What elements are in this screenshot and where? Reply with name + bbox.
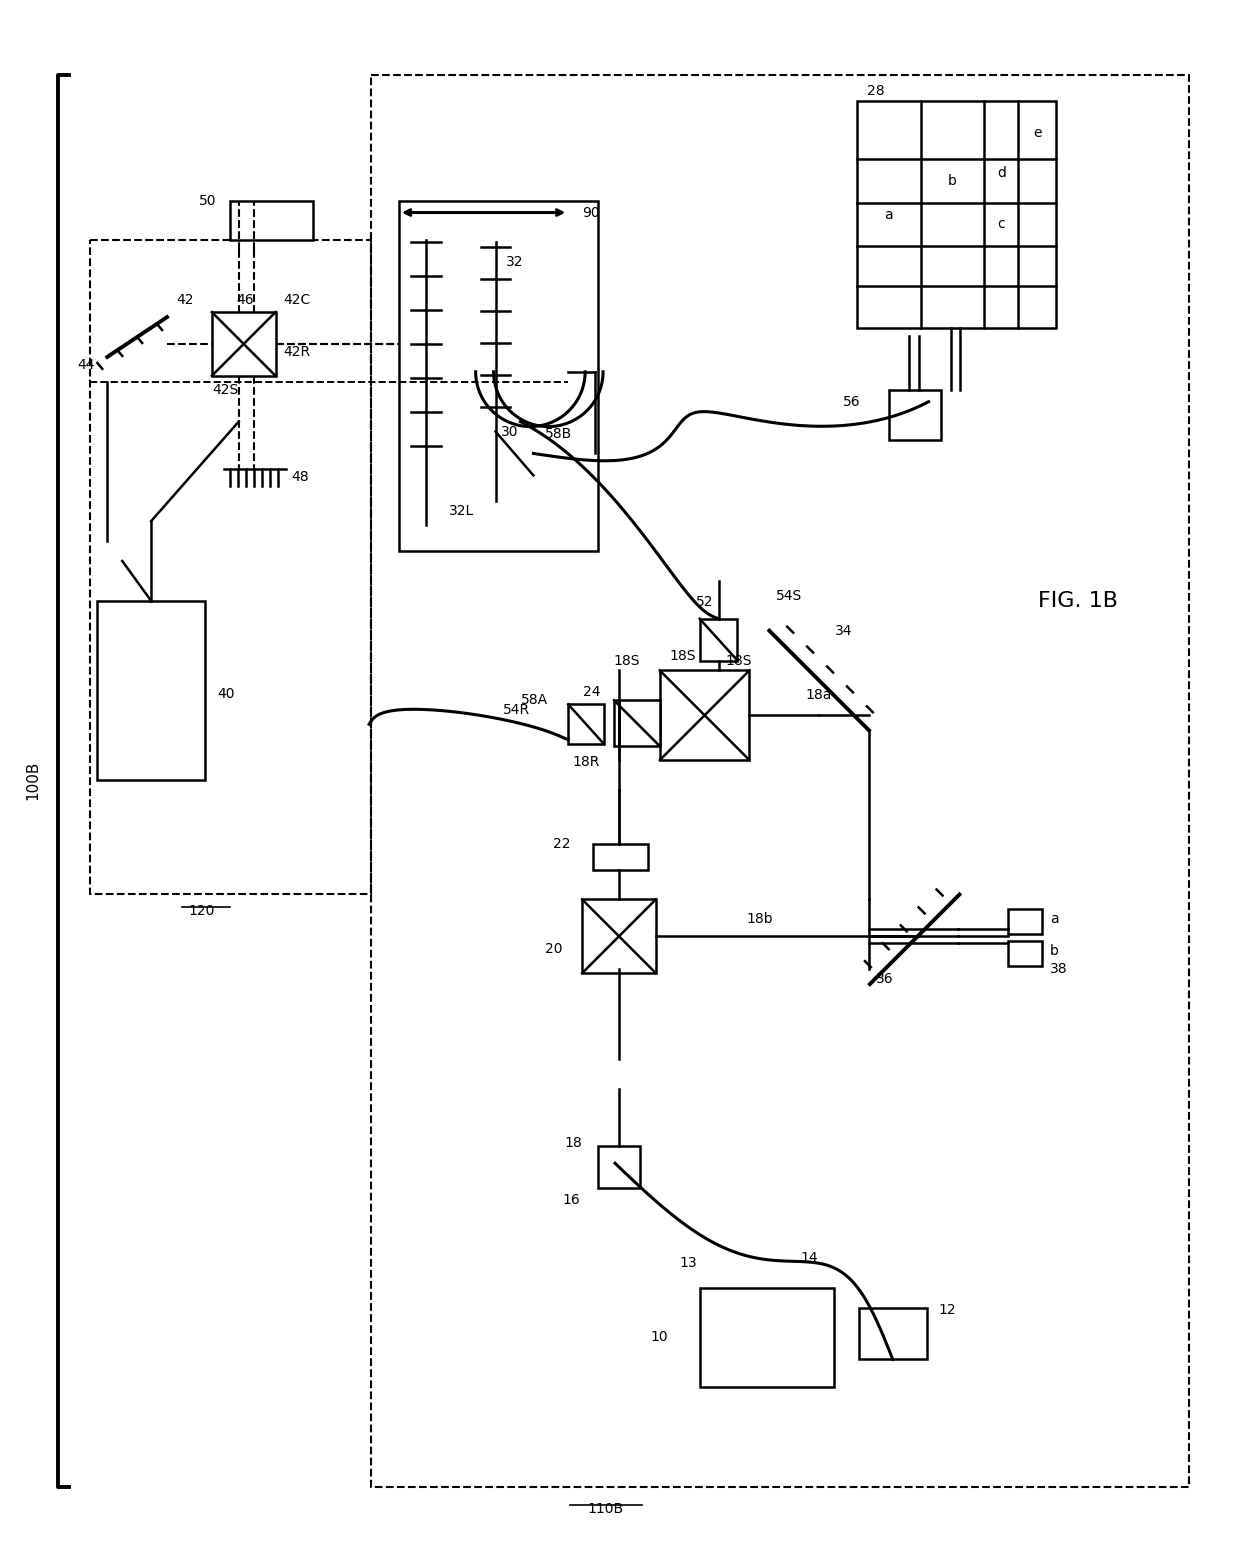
Text: e: e [1033, 126, 1042, 140]
Text: 14: 14 [800, 1251, 818, 1265]
Text: 18a: 18a [806, 689, 832, 703]
Bar [212, 312, 275, 375]
Text: 32L: 32L [449, 505, 474, 519]
Bar [889, 390, 941, 439]
Text: 30: 30 [501, 425, 518, 438]
Text: 58B: 58B [546, 427, 573, 441]
Text: 40: 40 [217, 687, 234, 701]
Bar [859, 1307, 926, 1360]
Text: a: a [1050, 913, 1059, 927]
Text: 50: 50 [200, 193, 217, 207]
Text: 13: 13 [680, 1256, 697, 1270]
Text: 18R: 18R [573, 756, 600, 770]
Text: 32: 32 [506, 256, 523, 270]
Text: 22: 22 [553, 837, 570, 851]
Text: FIG. 1B: FIG. 1B [1038, 590, 1118, 611]
Text: 42S: 42S [212, 383, 238, 397]
Bar [229, 201, 314, 240]
Text: 24: 24 [583, 686, 600, 700]
Text: 52: 52 [696, 595, 713, 609]
Bar [660, 670, 749, 760]
Text: 34: 34 [835, 623, 853, 637]
Bar [582, 899, 656, 974]
Text: 28: 28 [867, 84, 884, 98]
Text: 18S: 18S [725, 653, 751, 667]
Text: b: b [949, 173, 957, 187]
Text: 20: 20 [544, 943, 562, 957]
Text: 46: 46 [236, 293, 254, 307]
Text: 10: 10 [650, 1331, 668, 1345]
Text: 54S: 54S [776, 589, 802, 603]
Text: 42: 42 [176, 293, 193, 307]
Bar [1008, 941, 1042, 966]
Text: a: a [884, 207, 893, 221]
Bar [91, 240, 371, 894]
Text: b: b [1050, 944, 1059, 958]
Text: d: d [997, 165, 1006, 179]
Text: 42C: 42C [284, 293, 311, 307]
Text: 18b: 18b [746, 913, 773, 927]
Text: 18: 18 [564, 1136, 582, 1150]
Text: 18S: 18S [614, 653, 640, 667]
Bar [1008, 910, 1042, 935]
Bar [371, 75, 1189, 1486]
Text: 36: 36 [877, 972, 894, 986]
Bar [699, 1288, 835, 1387]
Bar [98, 601, 205, 781]
Bar [568, 704, 604, 745]
Text: 16: 16 [563, 1193, 580, 1207]
Text: 48: 48 [291, 471, 309, 485]
Text: 12: 12 [939, 1302, 956, 1317]
Text: 90: 90 [582, 206, 600, 220]
Text: 38: 38 [1050, 963, 1068, 977]
Text: 110B: 110B [587, 1502, 624, 1516]
Text: c: c [997, 218, 1006, 232]
Text: 58A: 58A [521, 693, 548, 707]
Bar [614, 701, 660, 746]
Text: 42R: 42R [284, 344, 311, 358]
Text: 54R: 54R [503, 703, 531, 717]
Text: 18S: 18S [670, 648, 697, 662]
Bar [593, 844, 647, 869]
Bar [598, 1147, 640, 1189]
Bar [399, 201, 598, 552]
Bar [857, 101, 1056, 329]
Text: 120: 120 [188, 905, 215, 918]
Text: 44: 44 [77, 358, 94, 372]
Text: 56: 56 [843, 394, 861, 408]
Bar [496, 432, 533, 475]
Text: 100B: 100B [25, 760, 40, 799]
Bar [699, 619, 738, 661]
